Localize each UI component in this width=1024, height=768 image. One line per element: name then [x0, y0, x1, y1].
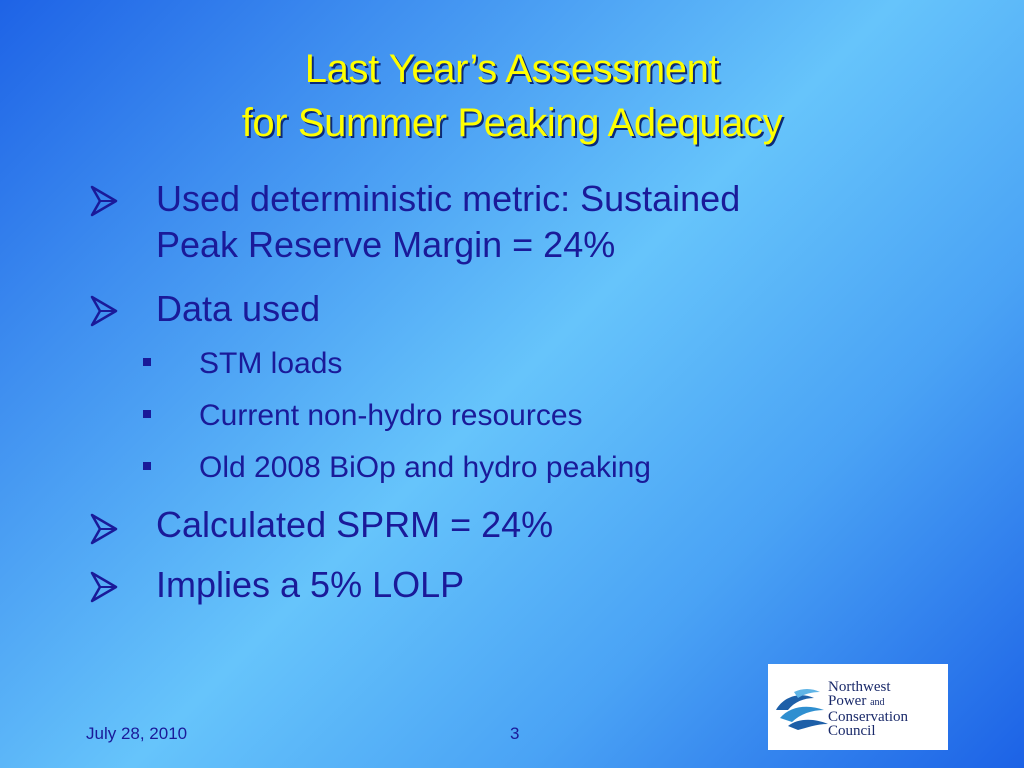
square-bullet-icon [143, 462, 151, 470]
sub-bullet-item: STM loads [199, 344, 342, 384]
logo-line-3: Conservation [828, 709, 908, 725]
bullet-line: STM loads [199, 347, 343, 380]
logo-line-1: Northwest [828, 679, 891, 695]
bullet-line: Implies a 5% LOLP [156, 564, 465, 605]
square-bullet-icon [143, 358, 151, 366]
title-line-1: Last Year’s Assessment [304, 47, 720, 91]
bullet-line: Peak Reserve Margin = 24% [156, 224, 616, 265]
title-line-2: for Summer Peaking Adequacy [241, 101, 783, 145]
bullet-item: Implies a 5% LOLP [156, 562, 464, 608]
council-logo: Northwest Power and Conservation Council [768, 664, 948, 750]
bullet-line: Current non-hydro resources [199, 399, 583, 432]
arrow-bullet-icon [90, 185, 118, 217]
square-bullet-icon [143, 410, 151, 418]
logo-text: Northwest Power and Conservation Council [828, 679, 908, 739]
logo-line-2: Power and [828, 694, 908, 710]
bullet-item: Data used [156, 286, 320, 332]
sub-bullet-item: Current non-hydro resources [199, 396, 583, 436]
bullet-line: Used deterministic metric: Sustained [156, 178, 741, 219]
arrow-bullet-icon [90, 571, 118, 603]
arrow-bullet-icon [90, 513, 118, 545]
fish-wave-logo-icon [776, 689, 828, 730]
bullet-line: Data used [156, 288, 321, 329]
logo-line-4: Council [828, 723, 876, 739]
logo-power: Power [828, 693, 867, 709]
logo-and: and [870, 697, 885, 708]
footer-date: July 28, 2010 [86, 724, 188, 743]
arrow-bullet-icon [90, 295, 118, 327]
page-number: 3 [510, 724, 520, 743]
bullet-item: Calculated SPRM = 24% [156, 502, 553, 548]
bullet-item: Used deterministic metric: Sustained Pea… [156, 176, 740, 268]
sub-bullet-item: Old 2008 BiOp and hydro peaking [199, 448, 651, 488]
bullet-line: Old 2008 BiOp and hydro peaking [199, 451, 651, 484]
bullet-line: Calculated SPRM = 24% [156, 504, 554, 545]
slide-title: Last Year’s Assessment for Summer Peakin… [0, 42, 1024, 150]
